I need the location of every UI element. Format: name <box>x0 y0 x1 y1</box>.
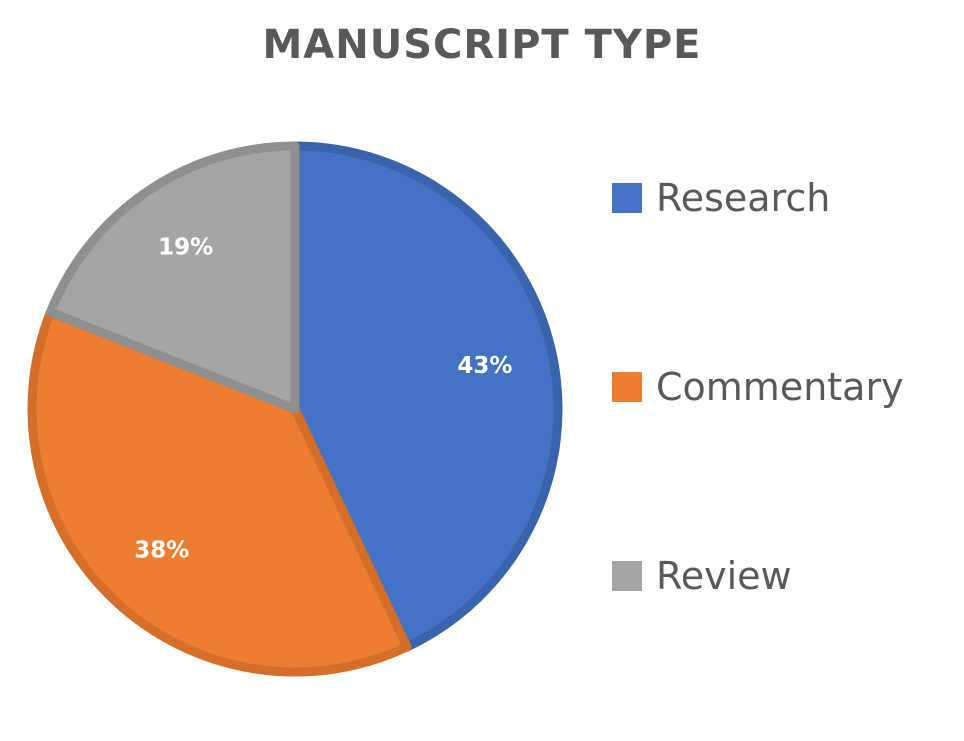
legend-item-commentary[interactable]: Commentary <box>612 362 904 412</box>
legend-label-review: Review <box>656 554 792 598</box>
legend-swatch-commentary <box>612 372 642 402</box>
pie-data-labels: 43% 38% 19% <box>134 235 512 564</box>
legend-label-research: Research <box>656 176 831 220</box>
pie-slices <box>27 141 563 677</box>
chart-title: MANUSCRIPT TYPE <box>262 22 702 68</box>
legend-label-commentary: Commentary <box>656 365 904 409</box>
pie-slice-commentary[interactable] <box>27 307 412 677</box>
pie-slice-research[interactable] <box>290 141 563 652</box>
data-label-commentary: 38% <box>134 537 189 563</box>
legend-swatch-research <box>612 183 642 213</box>
legend-swatch-review <box>612 561 642 591</box>
legend-item-research[interactable]: Research <box>612 173 830 223</box>
data-label-review: 19% <box>158 235 213 261</box>
data-label-research: 43% <box>457 353 512 379</box>
legend-item-review[interactable]: Review <box>612 551 792 601</box>
pie-slice-review[interactable] <box>45 141 300 414</box>
